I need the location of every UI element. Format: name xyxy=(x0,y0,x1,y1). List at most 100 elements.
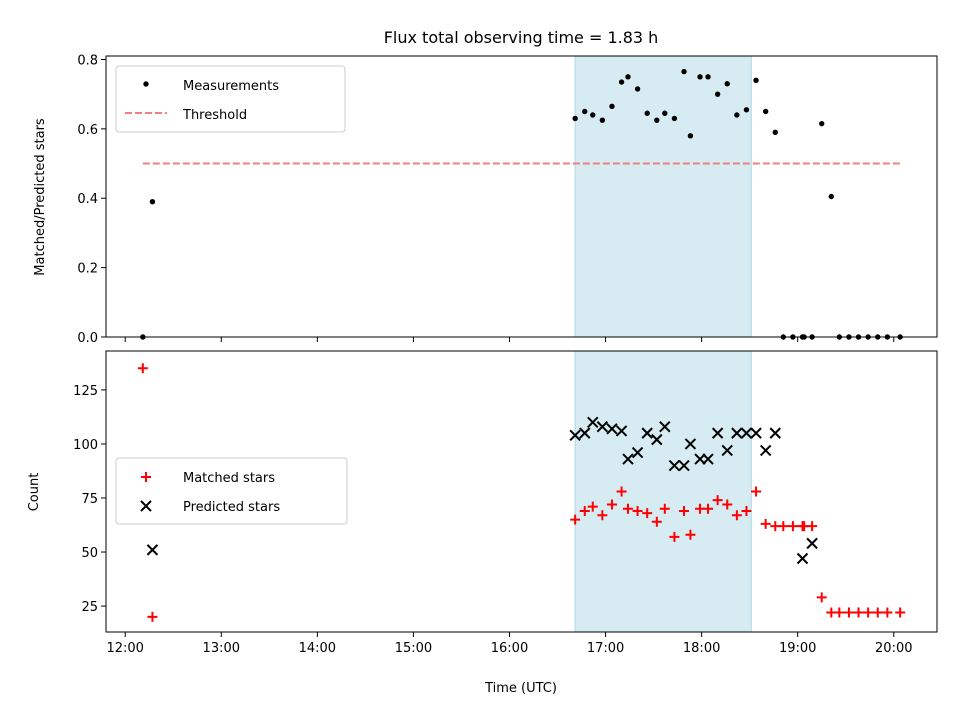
legend-measurement-marker xyxy=(143,81,149,87)
measurement-point xyxy=(681,68,687,75)
legend-threshold-label: Threshold xyxy=(182,108,247,123)
measurement-point xyxy=(671,115,678,122)
bottom-y-tick-label: 100 xyxy=(73,438,98,453)
predicted-star-point xyxy=(740,427,753,439)
matched-star-point xyxy=(651,516,662,527)
predicted-star-point xyxy=(806,537,818,550)
predicted-star-point xyxy=(659,420,671,433)
top-panel-ratio: 0.0 0.2 0.4 0.6 0.8 Measurements Threshold xyxy=(77,53,938,346)
measurement-point xyxy=(599,117,606,123)
matched-star-point xyxy=(787,521,798,532)
bottom-y-tick-label: 25 xyxy=(81,600,98,615)
x-tick-label: 14:00 xyxy=(299,641,336,656)
measurement-point xyxy=(609,103,615,110)
measurement-point xyxy=(772,129,778,136)
matched-star-point xyxy=(741,505,752,516)
predicted-star-point xyxy=(721,444,733,457)
predicted-star-point xyxy=(750,427,762,439)
matched-star-point xyxy=(722,499,733,510)
predicted-star-point xyxy=(569,429,581,442)
top-axes-frame xyxy=(105,55,938,338)
matched-star-point xyxy=(853,607,864,618)
matched-star-point xyxy=(843,607,854,618)
x-tick-label: 13:00 xyxy=(203,641,240,656)
predicted-star-point xyxy=(711,427,724,439)
predicted-star-point xyxy=(651,433,663,446)
predicted-star-point xyxy=(702,453,714,465)
bottom-legend: Matched stars Predicted stars xyxy=(115,457,348,525)
measurement-point xyxy=(644,110,650,116)
predicted-star-point xyxy=(796,552,809,565)
measurement-point xyxy=(582,108,588,115)
predicted-star-point xyxy=(769,427,781,439)
x-tick-label: 20:00 xyxy=(875,641,912,656)
x-tick-label: 17:00 xyxy=(587,641,624,656)
matched-star-point xyxy=(587,501,598,512)
matched-star-point xyxy=(597,510,608,521)
x-tick-label: 12:00 xyxy=(106,641,143,656)
measurement-point xyxy=(724,81,730,87)
x-tick-label: 16:00 xyxy=(491,641,528,656)
measurement-point xyxy=(705,74,711,80)
matched-star-point xyxy=(712,495,723,506)
top-y-tick-label: 0.8 xyxy=(77,53,98,68)
measurement-point xyxy=(687,133,694,139)
matched-star-point xyxy=(731,510,742,521)
predicted-star-point xyxy=(678,459,690,472)
matched-star-point xyxy=(616,486,627,497)
top-y-axis-label: Matched/Predicted stars xyxy=(33,118,48,276)
matched-star-point xyxy=(632,505,643,516)
matched-star-point xyxy=(642,508,653,519)
predicted-star-point xyxy=(631,446,644,459)
bottom-panel-counts: 25 50 75 100 125 12:00 13:00 14:00 15:00 16:00 17:… xyxy=(73,350,938,656)
matched-star-point xyxy=(685,529,696,540)
predicted-star-point xyxy=(615,425,628,437)
top-y-tick-label: 0.2 xyxy=(77,262,98,277)
legend-matched-marker xyxy=(141,472,151,482)
x-axis-label: Time (UTC) xyxy=(484,681,557,696)
predicted-star-point xyxy=(596,420,609,433)
measurement-point xyxy=(734,112,740,118)
x-tick-label: 19:00 xyxy=(779,641,816,656)
legend-predicted-marker xyxy=(140,500,152,512)
matched-star-point xyxy=(622,503,633,514)
matched-star-point xyxy=(147,611,158,622)
measurement-point xyxy=(590,112,596,118)
matched-star-point xyxy=(895,607,906,618)
measurement-point xyxy=(828,193,835,200)
legend-matched-label: Matched stars xyxy=(183,471,275,486)
bottom-y-tick-label: 75 xyxy=(81,492,98,507)
matched-star-point xyxy=(579,505,590,516)
legend-box xyxy=(115,65,346,133)
measurement-point xyxy=(743,107,750,113)
measurement-point xyxy=(819,120,825,127)
predicted-star-point xyxy=(668,459,681,472)
measurement-point xyxy=(634,86,641,92)
bottom-y-tick-label: 50 xyxy=(81,546,98,561)
predicted-star-point xyxy=(606,423,618,435)
predicted-star-point xyxy=(641,427,653,439)
measurement-point xyxy=(149,199,156,205)
highlight-span xyxy=(575,56,752,337)
measurement-point xyxy=(753,77,759,83)
matched-star-point xyxy=(606,499,617,510)
measurement-point xyxy=(572,115,578,122)
matched-star-point xyxy=(816,592,827,603)
matched-star-point xyxy=(751,486,762,497)
predicted-star-point xyxy=(587,416,599,429)
measurement-point xyxy=(697,74,703,80)
predicted-star-point xyxy=(146,544,159,556)
measurement-point xyxy=(662,110,668,116)
matched-star-point xyxy=(882,607,893,618)
measurement-point xyxy=(625,74,631,80)
matched-star-point xyxy=(807,521,818,532)
matched-star-point xyxy=(863,607,874,618)
matched-star-point xyxy=(669,531,680,542)
predicted-star-point xyxy=(759,444,772,457)
top-y-tick-label: 0.6 xyxy=(77,123,98,138)
matched-star-point xyxy=(703,503,714,514)
predicted-star-point xyxy=(684,438,697,450)
matched-star-point xyxy=(778,521,789,532)
measurement-point xyxy=(714,91,721,97)
